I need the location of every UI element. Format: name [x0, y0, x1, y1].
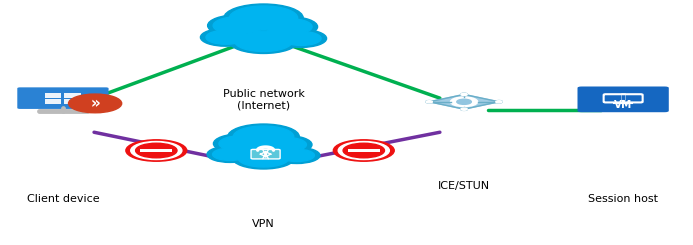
Circle shape: [265, 137, 306, 152]
Circle shape: [229, 29, 298, 53]
Circle shape: [238, 149, 289, 167]
Circle shape: [461, 108, 467, 110]
Circle shape: [343, 143, 385, 158]
Circle shape: [224, 4, 304, 32]
FancyBboxPatch shape: [251, 149, 280, 159]
Bar: [45, 99, 62, 103]
Bar: [220, 34, 307, 41]
Circle shape: [260, 135, 312, 154]
Text: »: »: [90, 96, 100, 111]
Circle shape: [213, 17, 263, 35]
Circle shape: [279, 149, 315, 161]
Circle shape: [229, 6, 298, 30]
Circle shape: [213, 134, 269, 153]
Circle shape: [274, 147, 320, 163]
FancyBboxPatch shape: [17, 87, 109, 109]
Circle shape: [260, 17, 317, 37]
Circle shape: [234, 126, 294, 147]
Circle shape: [338, 142, 389, 159]
Text: VM: VM: [614, 100, 632, 110]
Bar: [64, 99, 81, 103]
Circle shape: [495, 101, 502, 103]
Circle shape: [457, 99, 471, 104]
Text: ⬜: ⬜: [621, 93, 626, 102]
Bar: [64, 93, 81, 98]
Circle shape: [228, 124, 299, 149]
Text: VPN: VPN: [252, 219, 275, 229]
Circle shape: [69, 94, 122, 113]
Circle shape: [233, 147, 295, 169]
Text: Client device: Client device: [26, 194, 99, 204]
Text: Public network
(Internet): Public network (Internet): [222, 88, 304, 110]
Circle shape: [450, 97, 477, 107]
Bar: [141, 149, 172, 152]
Bar: [225, 152, 301, 158]
Circle shape: [219, 136, 263, 151]
Polygon shape: [429, 94, 499, 109]
Bar: [222, 34, 305, 40]
Circle shape: [126, 140, 186, 161]
Circle shape: [131, 142, 182, 159]
Circle shape: [200, 28, 251, 46]
Circle shape: [265, 19, 312, 35]
Circle shape: [281, 32, 321, 45]
Circle shape: [208, 15, 269, 37]
Text: Session host: Session host: [588, 194, 658, 204]
Circle shape: [333, 140, 394, 161]
Text: ICE/STUN: ICE/STUN: [438, 181, 490, 191]
Circle shape: [213, 148, 247, 160]
FancyBboxPatch shape: [577, 86, 669, 112]
Bar: [227, 151, 300, 157]
Bar: [45, 93, 62, 98]
Circle shape: [207, 146, 253, 162]
Bar: [348, 149, 380, 152]
Circle shape: [276, 30, 326, 47]
Circle shape: [461, 93, 467, 96]
Circle shape: [206, 30, 245, 44]
Circle shape: [136, 143, 177, 158]
Circle shape: [426, 101, 432, 103]
Circle shape: [235, 31, 292, 51]
